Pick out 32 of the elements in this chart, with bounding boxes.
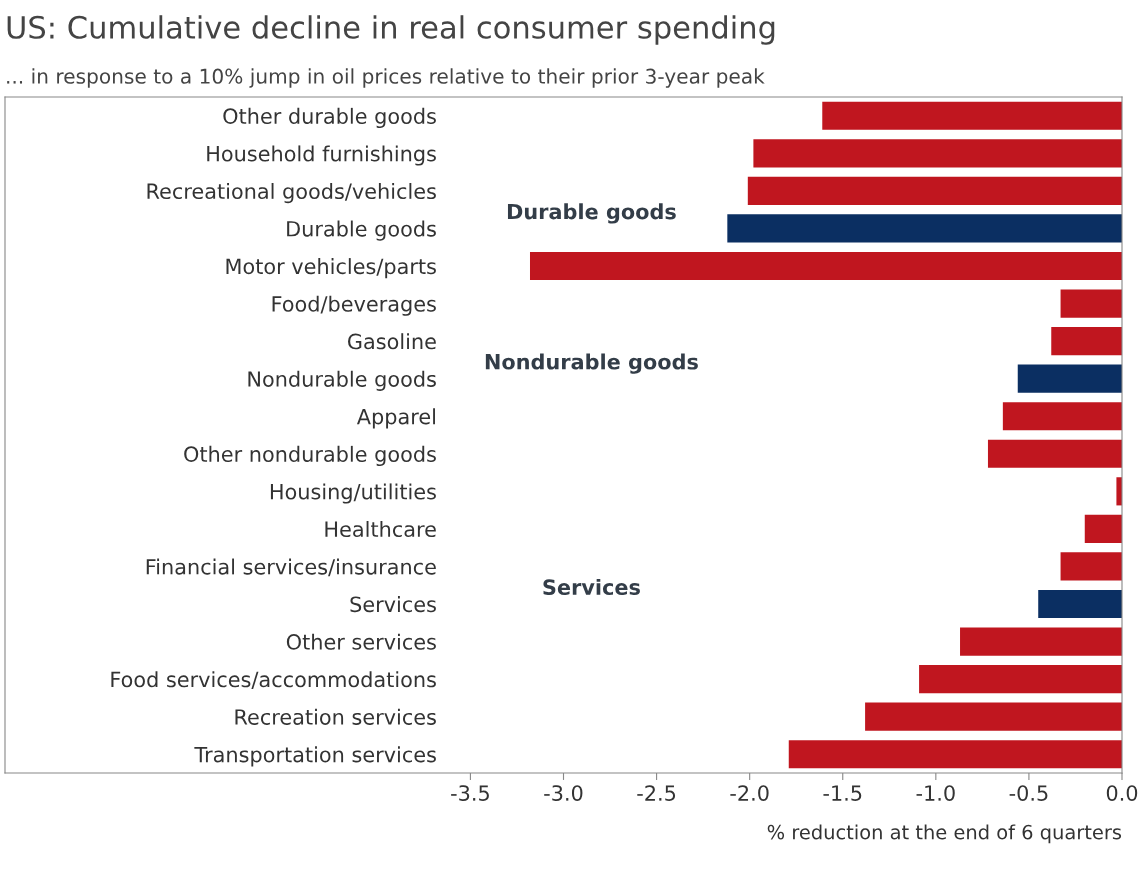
x-tick-label: -2.5 xyxy=(637,785,676,801)
chart-subtitle: ... in response to a 10% jump in oil prices relative to their prior 3-year peak xyxy=(7,68,765,88)
y-tick-label: Apparel xyxy=(356,408,435,429)
x-tick-label: -3.0 xyxy=(544,785,583,801)
x-axis-title: % reduction at the end of 6 quarters xyxy=(767,824,1122,844)
chart-title: US: Cumulative decline in real consumer spending xyxy=(7,15,775,45)
x-tick-label: -0.5 xyxy=(1009,785,1048,801)
y-tick-label: Other services xyxy=(286,633,436,650)
x-tick-label: -2.0 xyxy=(730,785,769,801)
y-tick-label: Transportation services xyxy=(194,746,436,767)
y-tick-label: Food services/accommodations xyxy=(111,671,436,689)
y-tick-label: Services xyxy=(350,596,436,613)
y-tick-label: Housing/utilities xyxy=(270,483,436,504)
annotation: Durable goods xyxy=(507,203,676,224)
y-tick-label: Other nondurable goods xyxy=(184,445,436,467)
annotation: Services xyxy=(543,578,640,596)
y-tick-label: Durable goods xyxy=(287,220,436,241)
x-tick-label: 0.0 xyxy=(1106,785,1138,801)
y-tick-label: Recreational goods/vehicles xyxy=(147,182,436,204)
y-tick-label: Household furnishings xyxy=(207,145,436,166)
y-tick-label: Gasoline xyxy=(348,333,436,350)
y-tick-label: Recreation services xyxy=(235,708,436,725)
y-tick-label: Other durable goods xyxy=(223,107,436,129)
annotation: Nondurable goods xyxy=(485,353,698,374)
y-tick-label: Nondurable goods xyxy=(248,370,436,391)
x-tick-label: -1.0 xyxy=(916,785,955,801)
y-tick-label: Food/beverages xyxy=(272,295,436,316)
x-tick-label: -3.5 xyxy=(451,785,489,801)
y-tick-label: Financial services/insurance xyxy=(146,558,436,577)
y-tick-label: Motor vehicles/parts xyxy=(226,258,436,279)
x-tick-label: -1.5 xyxy=(823,785,862,801)
y-tick-label: Healthcare xyxy=(325,520,436,538)
